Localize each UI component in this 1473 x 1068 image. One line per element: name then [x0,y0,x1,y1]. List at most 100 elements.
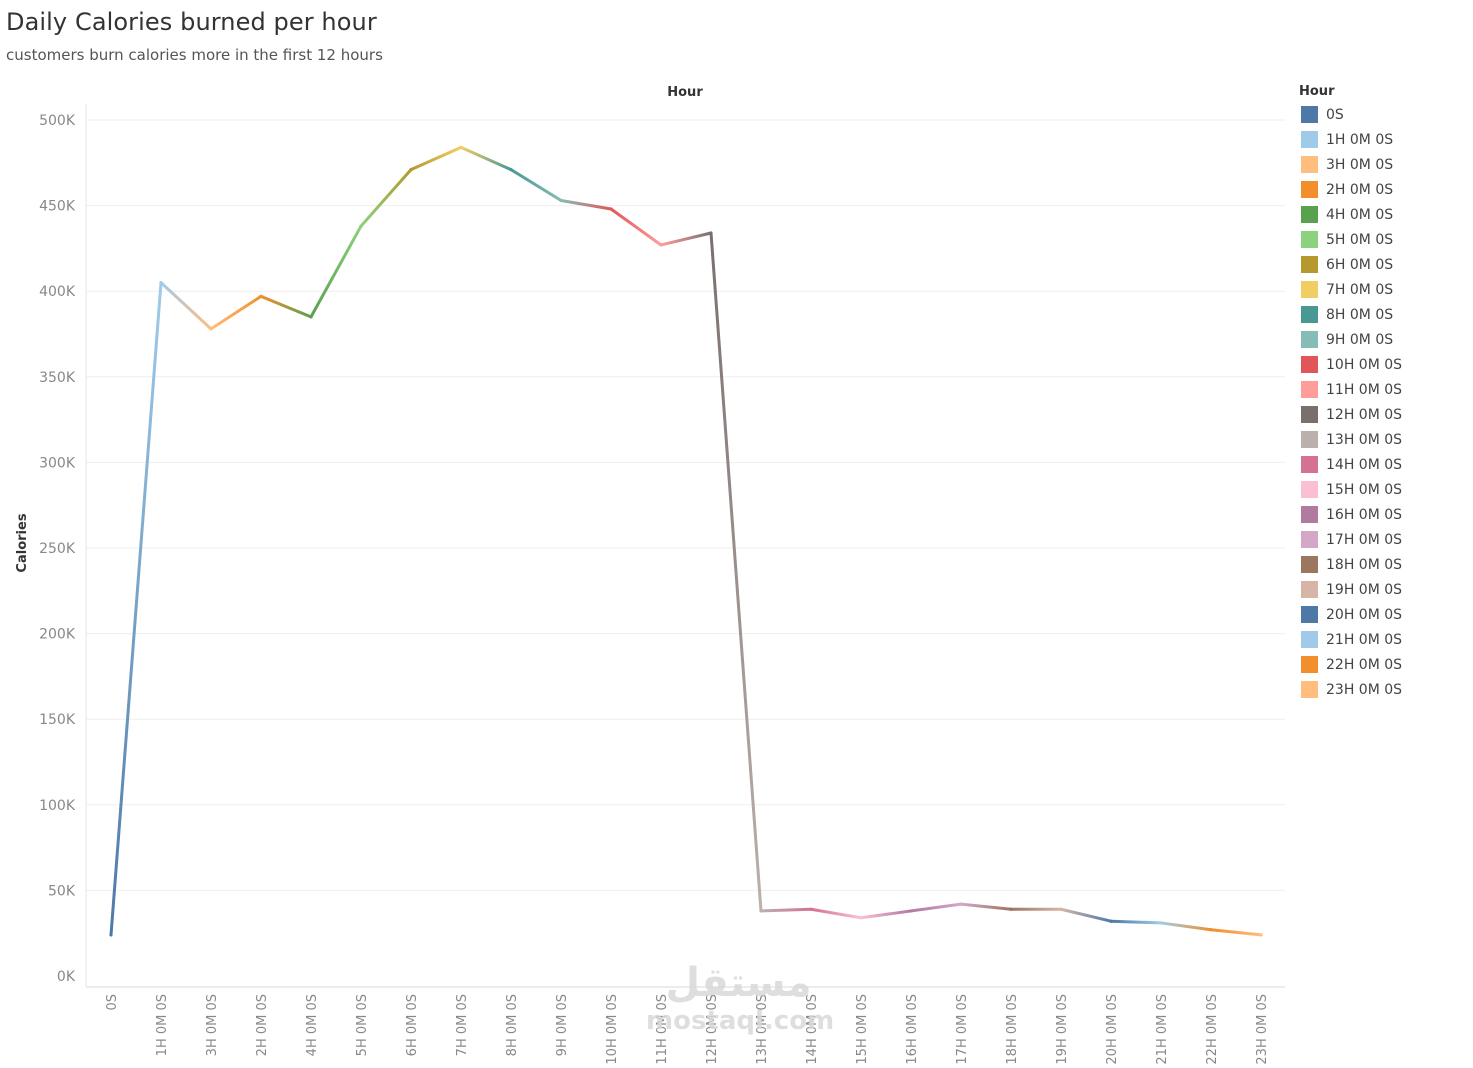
y-tick-label: 250K [39,541,76,557]
legend-item[interactable]: 20H 0M 0S [1299,602,1402,627]
line-segment [1209,928,1263,937]
legend-label: 1H 0M 0S [1326,131,1394,148]
calories-series [109,145,1263,937]
legend-label: 16H 0M 0S [1326,506,1403,523]
legend-item[interactable]: 6H 0M 0S [1299,252,1402,277]
legend-item[interactable]: 14H 0M 0S [1299,452,1402,477]
data-point[interactable] [409,168,413,172]
legend-item[interactable]: 7H 0M 0S [1299,277,1402,302]
y-tick-label: 150K [39,712,76,728]
x-tick-label: 17H 0M 0S [955,994,970,1065]
legend-swatch [1301,631,1318,648]
line-segment [1059,907,1113,923]
legend-item[interactable]: 15H 0M 0S [1299,477,1402,502]
legend-swatch [1301,531,1318,548]
legend-item[interactable]: 13H 0M 0S [1299,427,1402,452]
legend-swatch [1301,406,1318,423]
legend-item[interactable]: 16H 0M 0S [1299,502,1402,527]
data-point[interactable] [559,198,563,203]
line-chart: Hour Calories 0K 50K 100K 150K 200K 250K 300K 3… [15,85,1285,1065]
legend-item[interactable]: 3H 0M 0S [1299,152,1402,177]
y-tick-label: 100K [39,798,76,814]
x-tick-label: 4H 0M 0S [305,994,320,1056]
data-point[interactable] [459,145,463,149]
legend-item[interactable]: 22H 0M 0S [1299,652,1402,677]
legend-label: 13H 0M 0S [1326,431,1403,448]
line-segment [1109,919,1163,925]
legend-title: Hour [1299,84,1335,99]
data-point[interactable] [909,909,913,913]
x-tick-label: 14H 0M 0S [805,994,820,1065]
legend-swatch [1301,256,1318,273]
legend-swatch [1301,131,1318,148]
legend-swatch [1301,356,1318,373]
x-tick-label: 16H 0M 0S [905,994,920,1065]
data-point[interactable] [159,281,163,285]
legend-item[interactable]: 5H 0M 0S [1299,227,1402,252]
x-tick-label: 22H 0M 0S [1205,994,1220,1065]
legend-swatch [1301,231,1318,248]
x-tick-labels: 0S 1H 0M 0S 3H 0M 0S 2H 0M 0S 4H 0M 0S 5H 0M … [105,994,1270,1065]
legend-swatch [1301,206,1318,223]
line-segment [609,207,663,247]
x-tick-label: 0S [105,994,120,1011]
line-segment [809,907,863,920]
data-point[interactable] [959,902,963,906]
y-tick-label: 400K [39,284,76,300]
data-point[interactable] [1059,907,1063,911]
data-point[interactable] [809,907,813,911]
legend-swatch [1301,181,1318,198]
data-point[interactable] [1209,928,1213,932]
data-point[interactable] [259,294,263,298]
legend-item[interactable]: 19H 0M 0S [1299,577,1402,602]
legend-item[interactable]: 23H 0M 0S [1299,677,1402,702]
line-segment [359,168,413,228]
legend-item[interactable]: 2H 0M 0S [1299,177,1402,202]
legend-item[interactable]: 11H 0M 0S [1299,377,1402,402]
data-point[interactable] [709,231,713,235]
legend-item[interactable]: 1H 0M 0S [1299,127,1402,152]
legend-item[interactable]: 4H 0M 0S [1299,202,1402,227]
legend-label: 19H 0M 0S [1326,581,1403,598]
x-tick-label: 13H 0M 0S [755,994,770,1065]
x-tick-label: 2H 0M 0S [255,994,270,1056]
y-tick-label: 300K [39,455,76,471]
line-segment [709,231,763,913]
y-tick-label: 50K [48,883,76,899]
legend-label: 3H 0M 0S [1326,156,1394,173]
legend-label: 12H 0M 0S [1326,406,1403,423]
legend-item[interactable]: 18H 0M 0S [1299,552,1402,577]
data-point[interactable] [209,327,213,331]
legend-label: 22H 0M 0S [1326,656,1403,673]
legend-item[interactable]: 9H 0M 0S [1299,327,1402,352]
data-point[interactable] [359,224,363,228]
legend-swatch [1301,281,1318,298]
legend-label: 18H 0M 0S [1326,556,1403,573]
data-point[interactable] [659,243,663,247]
legend-item[interactable]: 21H 0M 0S [1299,627,1402,652]
legend-item[interactable]: 17H 0M 0S [1299,527,1402,552]
data-point[interactable] [859,916,863,920]
line-segment [209,294,263,331]
line-segment [959,902,1013,911]
legend-item[interactable]: 0S [1299,102,1402,127]
legend-item[interactable]: 10H 0M 0S [1299,352,1402,377]
legend-item[interactable]: 12H 0M 0S [1299,402,1402,427]
data-point[interactable] [309,315,313,319]
data-point[interactable] [109,933,113,937]
data-point[interactable] [509,168,513,172]
x-tick-label: 11H 0M 0S [655,994,670,1065]
x-tick-label: 8H 0M 0S [505,994,520,1056]
chart-subtitle: customers burn calories more in the firs… [6,46,383,64]
legend-label: 15H 0M 0S [1326,481,1403,498]
line-segment [109,281,163,937]
data-point[interactable] [609,207,613,211]
legend-label: 4H 0M 0S [1326,206,1394,223]
data-point[interactable] [1109,919,1113,923]
data-point[interactable] [1009,907,1013,911]
legend-label: 8H 0M 0S [1326,306,1394,323]
legend-item[interactable]: 8H 0M 0S [1299,302,1402,327]
data-point[interactable] [1259,933,1263,937]
data-point[interactable] [759,909,763,913]
data-point[interactable] [1159,921,1163,925]
